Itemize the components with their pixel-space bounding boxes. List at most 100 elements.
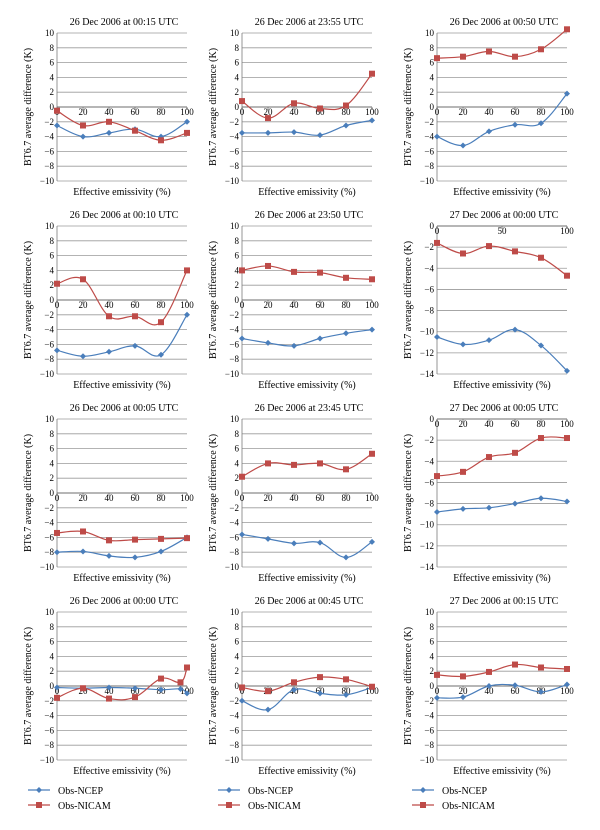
nicam-series-line <box>436 663 568 678</box>
x-tick-label: 60 <box>131 107 141 117</box>
y-tick-label: 8 <box>50 236 55 246</box>
y-axis-label: BT6.7 average difference (K) <box>208 434 219 552</box>
y-tick-label: −8 <box>44 161 54 171</box>
y-tick-label: 6 <box>235 444 240 454</box>
y-tick-label: 0 <box>235 488 240 498</box>
y-tick-label: 4 <box>50 458 55 468</box>
nicam-point <box>369 276 375 283</box>
x-tick-label: 40 <box>290 300 300 310</box>
nicam-point <box>317 105 323 112</box>
y-tick-label: 8 <box>235 43 240 53</box>
nicam-point <box>486 668 492 675</box>
ncep-point <box>106 552 112 559</box>
x-tick-label: 100 <box>180 107 194 117</box>
x-tick-label: 40 <box>485 107 495 117</box>
y-tick-label: −2 <box>424 696 434 706</box>
ncep-point <box>132 685 138 692</box>
nicam-point <box>434 473 440 480</box>
ncep-point <box>512 682 518 689</box>
nicam-point <box>434 239 440 246</box>
ncep-point <box>317 132 323 139</box>
nicam-series-line <box>241 676 373 692</box>
chart-panel-12: 27 Dec 2006 at 00:15 UTC1086420−2−4−6−8−… <box>403 596 574 777</box>
nicam-point <box>538 664 544 671</box>
nicam-point <box>239 98 245 105</box>
y-tick-label: −6 <box>44 339 54 349</box>
x-tick-label: 0 <box>435 686 440 696</box>
chart-panel-3: 26 Dec 2006 at 00:50 UTC1086420−2−4−6−8−… <box>403 17 574 198</box>
x-tick-label: 40 <box>105 300 115 310</box>
y-tick-label: −8 <box>424 740 434 750</box>
chart-title: 26 Dec 2006 at 00:10 UTC <box>70 210 179 221</box>
y-tick-label: −10 <box>40 562 55 572</box>
chart-panel-2: 26 Dec 2006 at 23:55 UTC1086420−2−4−6−8−… <box>208 17 379 198</box>
nicam-point <box>317 674 323 681</box>
ncep-point <box>343 691 349 698</box>
ncep-point <box>512 121 518 128</box>
y-tick-label: −6 <box>44 146 54 156</box>
x-tick-label: 60 <box>316 493 326 503</box>
x-axis-label: Effective emissivity (%) <box>73 573 171 584</box>
ncep-point <box>291 686 297 693</box>
x-tick-label: 80 <box>342 300 352 310</box>
nicam-series-line <box>56 110 188 141</box>
ncep-series-line <box>436 93 568 147</box>
y-tick-label: 0 <box>430 221 435 231</box>
legend-3: Obs-NCEP Obs-NICAM <box>412 786 495 812</box>
chart-title: 27 Dec 2006 at 00:00 UTC <box>450 210 559 221</box>
y-tick-label: 2 <box>50 280 55 290</box>
y-axis-label: BT6.7 average difference (K) <box>23 48 34 166</box>
y-tick-label: 0 <box>50 102 55 112</box>
ncep-series-line <box>56 121 188 138</box>
nicam-point <box>564 272 570 279</box>
y-tick-label: −10 <box>40 369 55 379</box>
chart-panel-5: 26 Dec 2006 at 23:50 UTC1086420−2−4−6−8−… <box>208 210 379 391</box>
legend-ncep-marker <box>36 787 42 793</box>
ncep-point <box>343 330 349 337</box>
x-tick-label: 20 <box>79 107 89 117</box>
legend-nicam-marker <box>226 802 232 808</box>
ncep-point <box>317 690 323 697</box>
y-tick-label: 8 <box>235 236 240 246</box>
y-axis-label: BT6.7 average difference (K) <box>403 434 414 552</box>
nicam-point <box>80 528 86 535</box>
y-tick-label: 6 <box>235 58 240 68</box>
chart-panel-4: 26 Dec 2006 at 00:10 UTC1086420−2−4−6−8−… <box>23 210 194 391</box>
ncep-point <box>434 509 440 516</box>
nicam-point <box>184 535 190 542</box>
nicam-point <box>460 673 466 680</box>
ncep-point <box>239 129 245 136</box>
legend-2: Obs-NCEP Obs-NICAM <box>218 786 301 812</box>
ncep-point <box>460 694 466 701</box>
x-axis-label: Effective emissivity (%) <box>73 380 171 391</box>
y-tick-label: 8 <box>50 43 55 53</box>
x-tick-label: 60 <box>316 107 326 117</box>
y-tick-label: 2 <box>235 666 240 676</box>
nicam-point <box>564 665 570 672</box>
y-tick-label: 10 <box>230 221 240 231</box>
y-tick-label: 4 <box>430 651 435 661</box>
x-tick-label: 20 <box>264 300 274 310</box>
ncep-point <box>106 129 112 136</box>
ncep-point <box>486 683 492 689</box>
y-tick-label: 6 <box>50 637 55 647</box>
y-tick-label: 8 <box>430 622 435 632</box>
nicam-point <box>239 473 245 480</box>
y-tick-label: −10 <box>40 755 55 765</box>
y-tick-label: −8 <box>229 740 239 750</box>
ncep-point <box>369 326 375 333</box>
y-tick-label: 6 <box>50 444 55 454</box>
x-tick-label: 0 <box>55 686 60 696</box>
nicam-point <box>343 102 349 109</box>
nicam-point <box>317 460 323 467</box>
x-tick-label: 20 <box>79 300 89 310</box>
y-tick-label: 0 <box>430 102 435 112</box>
y-axis-label: BT6.7 average difference (K) <box>208 241 219 359</box>
y-tick-label: −8 <box>229 161 239 171</box>
y-tick-label: 0 <box>50 681 55 691</box>
nicam-point <box>106 313 112 320</box>
x-tick-label: 80 <box>537 107 547 117</box>
nicam-point <box>265 460 271 467</box>
ncep-point <box>184 118 190 125</box>
